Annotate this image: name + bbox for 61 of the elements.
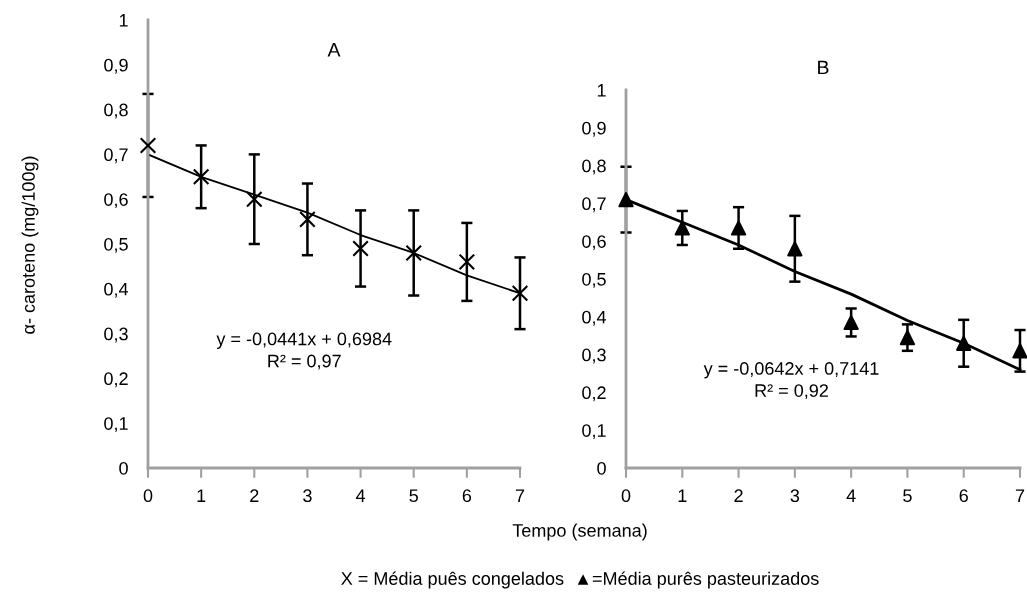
y-axis-title: α- caroteno (mg/100g) xyxy=(21,156,39,334)
chart-title: B xyxy=(818,60,829,75)
y-tick-label: 0,3 xyxy=(582,348,606,364)
point xyxy=(352,240,369,257)
point xyxy=(618,191,634,208)
x-tick-label: 0 xyxy=(143,489,153,503)
x-tick-label: 3 xyxy=(303,489,312,503)
x-tick-label: 0 xyxy=(621,489,631,503)
annotation: y = -0,0441x + 0,6984 R² = 0,97 xyxy=(216,332,392,370)
x-tick-label: 1 xyxy=(197,489,206,502)
point xyxy=(787,241,803,257)
x-tick-label: 7 xyxy=(515,489,525,502)
y-tick-label: 0,6 xyxy=(582,235,606,251)
y-tick-label: 0,4 xyxy=(104,282,129,298)
y-tick-label: 0,4 xyxy=(582,310,607,326)
y-tick-label: 0,5 xyxy=(582,272,606,288)
x-tick-label: 7 xyxy=(1015,489,1025,502)
x-tick-label: 6 xyxy=(462,489,472,503)
point xyxy=(899,329,916,346)
x-tick-label: 2 xyxy=(734,489,743,502)
point xyxy=(843,314,859,331)
x-tick-label: 3 xyxy=(790,489,800,503)
text: A xyxy=(327,43,341,57)
x-tick-label: 4 xyxy=(355,489,366,502)
point xyxy=(139,137,157,154)
y-tick-label: 0,8 xyxy=(104,103,128,119)
y-tick-label: 0,3 xyxy=(104,327,128,343)
y-tick-label: 0,5 xyxy=(104,237,128,253)
point xyxy=(245,190,263,208)
y-tick-label: 0 xyxy=(597,461,606,475)
point xyxy=(1012,343,1027,359)
annotation: y = -0,0642x + 0,7141 R² = 0,92 xyxy=(703,362,879,400)
y-tick-label: 0,8 xyxy=(582,159,606,175)
y-tick-label: 0,7 xyxy=(104,148,128,164)
point xyxy=(511,284,529,302)
point xyxy=(405,244,423,262)
y-tick-label: 0,1 xyxy=(582,424,606,440)
point xyxy=(674,220,690,236)
y-tick-label: 0,9 xyxy=(104,58,128,74)
point xyxy=(299,211,316,228)
y-tick-label: 0,6 xyxy=(104,193,128,209)
y-tick-label: 0,2 xyxy=(582,386,606,402)
y-tick-label: 0,2 xyxy=(104,372,128,388)
point xyxy=(730,220,747,236)
text: X = Média puês congelados ▲=Média purês pasteurizados xyxy=(341,571,819,589)
y-tick-label: 0,9 xyxy=(582,121,606,137)
y-tick-label: 0,1 xyxy=(104,417,128,433)
point xyxy=(458,253,476,271)
x-tick-label: 5 xyxy=(409,489,418,503)
x-tick-label: 6 xyxy=(959,489,968,503)
y-tick-label: 1 xyxy=(119,14,128,27)
y-tick-label: 0 xyxy=(119,461,128,475)
x-tick-label: 4 xyxy=(846,489,856,502)
x-tick-label: 5 xyxy=(903,489,912,503)
x-axis-title: Tempo (semana) xyxy=(512,523,647,541)
x-tick-label: 1 xyxy=(678,489,687,502)
y-tick-label: 1 xyxy=(597,84,606,97)
y-tick-label: 0,7 xyxy=(582,197,606,213)
point xyxy=(192,168,210,186)
point xyxy=(956,335,972,351)
x-tick-label: 2 xyxy=(250,489,259,502)
